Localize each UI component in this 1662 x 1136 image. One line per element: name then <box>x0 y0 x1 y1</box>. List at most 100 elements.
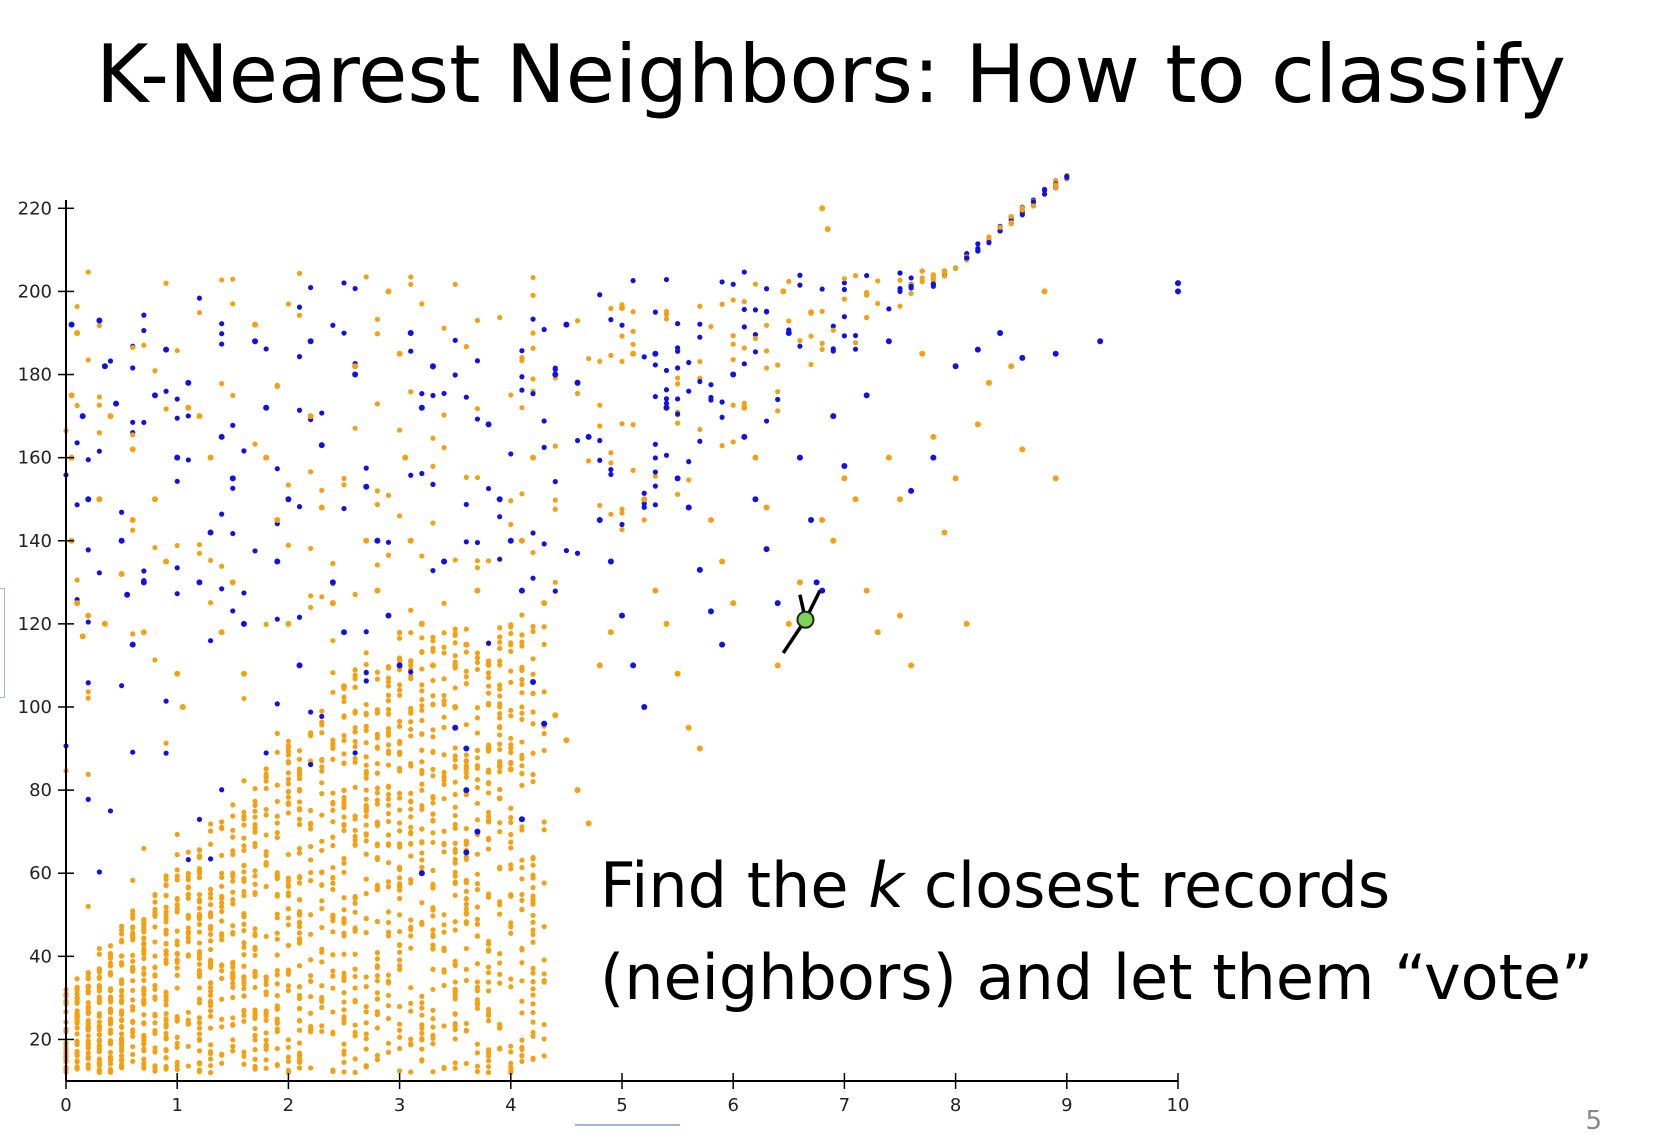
texture-point-orange <box>852 340 859 346</box>
texture-point <box>119 987 125 993</box>
texture-point <box>485 1058 492 1064</box>
texture-point-orange <box>385 552 392 558</box>
data-point-orange <box>474 587 481 594</box>
data-point-blue <box>318 442 325 449</box>
texture-point <box>341 918 347 924</box>
texture-point <box>241 927 247 934</box>
texture-point <box>397 963 403 969</box>
texture-point-blue <box>908 285 914 291</box>
texture-point <box>207 946 214 953</box>
texture-point <box>485 814 492 820</box>
texture-point <box>308 957 314 963</box>
texture-point <box>141 1061 147 1067</box>
texture-point <box>130 933 136 939</box>
texture-point-blue <box>563 547 570 554</box>
texture-point <box>385 706 392 713</box>
texture-point <box>252 926 258 932</box>
texture-point <box>130 978 136 984</box>
texture-point-orange <box>408 389 414 395</box>
texture-point-orange <box>152 657 158 663</box>
texture-point <box>130 987 136 994</box>
texture-point <box>241 1012 247 1019</box>
texture-point <box>207 931 214 937</box>
texture-point <box>385 762 392 768</box>
texture-point-orange <box>463 344 469 350</box>
data-point-orange <box>741 404 748 411</box>
texture-point <box>285 1037 291 1043</box>
data-point-blue <box>341 629 347 636</box>
texture-point-blue <box>274 616 280 622</box>
texture-point-blue <box>430 567 436 574</box>
texture-point-blue <box>174 565 180 571</box>
texture-point <box>296 786 303 793</box>
texture-point-orange <box>374 488 380 494</box>
texture-point <box>497 634 503 640</box>
texture-point <box>419 1046 425 1052</box>
texture-point <box>374 1009 380 1015</box>
texture-point <box>207 828 214 834</box>
texture-point <box>452 753 458 759</box>
texture-point-blue <box>352 750 358 756</box>
texture-point-orange <box>1019 207 1025 213</box>
texture-point <box>185 849 191 855</box>
texture-point <box>285 878 291 884</box>
data-point-blue <box>1019 354 1026 361</box>
data-point-blue <box>474 828 481 835</box>
data-point-blue <box>229 475 236 482</box>
texture-point <box>230 878 236 884</box>
texture-point-orange <box>897 277 903 283</box>
texture-point <box>308 807 314 814</box>
texture-point <box>130 924 136 930</box>
texture-point-blue <box>1041 187 1048 193</box>
texture-point <box>207 1049 214 1055</box>
texture-point <box>352 833 358 839</box>
texture-point-orange <box>196 542 203 548</box>
texture-point-orange <box>841 276 848 282</box>
texture-point-orange <box>530 274 536 281</box>
texture-point <box>252 825 258 831</box>
texture-point <box>185 885 191 891</box>
texture-point-orange <box>296 312 303 318</box>
texture-point <box>508 819 514 826</box>
texture-point <box>485 894 492 900</box>
texture-point-orange <box>85 269 91 275</box>
texture-point <box>296 807 303 813</box>
texture-point-blue <box>841 286 848 293</box>
texture-point-orange <box>508 521 514 528</box>
texture-point <box>385 683 392 689</box>
texture-point <box>397 807 403 813</box>
texture-point <box>252 873 258 879</box>
texture-point-blue <box>597 457 603 463</box>
texture-point <box>174 867 180 873</box>
texture-point <box>363 891 369 897</box>
texture-point <box>508 805 514 811</box>
texture-point <box>263 774 269 780</box>
texture-point-orange <box>530 330 536 336</box>
texture-point <box>441 724 447 731</box>
texture-point-orange <box>85 903 91 909</box>
texture-point-orange <box>152 368 158 374</box>
texture-point <box>452 745 458 751</box>
texture-point <box>463 1060 469 1067</box>
texture-point <box>119 1017 125 1024</box>
data-point-blue <box>140 579 147 586</box>
texture-point <box>374 745 380 751</box>
data-point-blue <box>541 720 548 727</box>
texture-point <box>185 935 191 941</box>
texture-point <box>385 884 392 890</box>
data-point-orange <box>240 670 247 677</box>
texture-point <box>296 984 303 990</box>
texture-point <box>519 690 525 696</box>
texture-point-orange <box>752 281 759 287</box>
data-point-blue <box>463 787 470 794</box>
texture-point <box>441 967 447 973</box>
texture-point-blue <box>686 459 692 465</box>
texture-point <box>330 807 336 813</box>
texture-point <box>196 1068 203 1075</box>
data-point-blue <box>252 338 259 345</box>
texture-point <box>174 902 180 908</box>
texture-point-orange <box>130 527 136 533</box>
texture-point <box>285 770 291 776</box>
texture-point-blue <box>408 348 414 354</box>
texture-point <box>363 974 369 980</box>
